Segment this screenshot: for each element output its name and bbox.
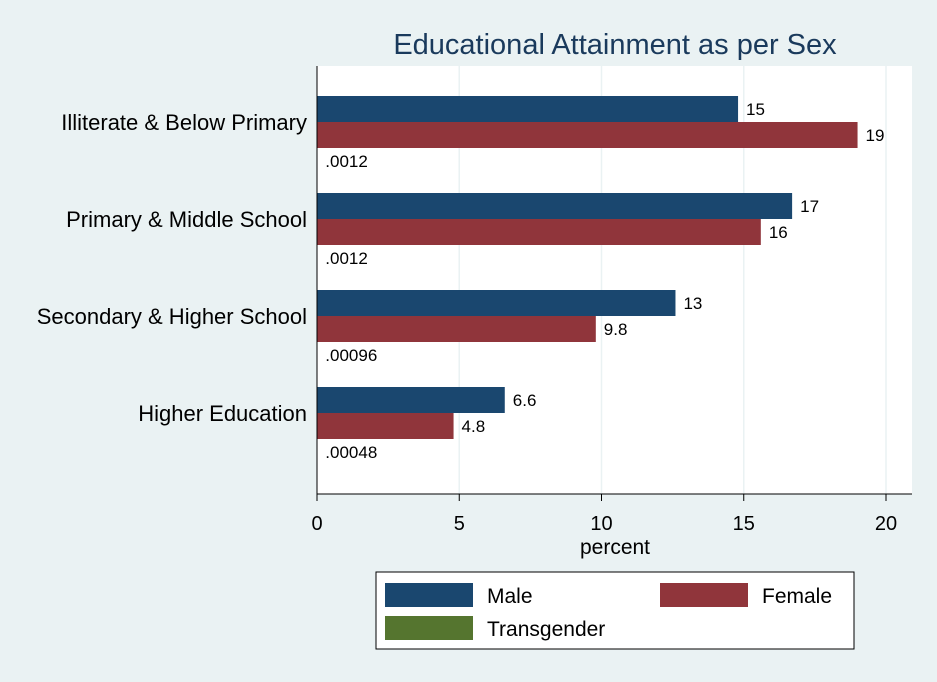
category-label: Primary & Middle School bbox=[66, 207, 307, 232]
data-label: 4.8 bbox=[462, 417, 486, 436]
bar-male bbox=[317, 290, 676, 316]
legend-label: Transgender bbox=[487, 618, 605, 641]
x-tick-label: 5 bbox=[454, 513, 465, 535]
data-label: .00096 bbox=[325, 346, 377, 365]
x-tick-label: 10 bbox=[590, 513, 612, 535]
chart-title: Educational Attainment as per Sex bbox=[393, 29, 837, 61]
data-label: 15 bbox=[746, 100, 765, 119]
bars: 15 19 .0012 17 16 .0012 13 9.8 .00096 6.6 4.8 .0004… bbox=[317, 96, 884, 465]
bar-female bbox=[317, 413, 454, 439]
data-label: 9.8 bbox=[604, 320, 628, 339]
x-tick-label: 20 bbox=[875, 513, 897, 535]
bar-male bbox=[317, 193, 793, 219]
data-label: .0012 bbox=[325, 152, 368, 171]
bar-female bbox=[317, 122, 858, 148]
data-label: 17 bbox=[800, 197, 819, 216]
bar-male bbox=[317, 387, 505, 413]
data-label: 16 bbox=[769, 223, 788, 242]
category-label: Secondary & Higher School bbox=[37, 304, 307, 329]
data-label: 13 bbox=[683, 294, 702, 313]
bar-male bbox=[317, 96, 739, 122]
data-label: .00048 bbox=[325, 443, 377, 462]
x-tick-label: 0 bbox=[311, 513, 322, 535]
data-label: 19 bbox=[866, 126, 885, 145]
x-tick-label: 15 bbox=[733, 513, 755, 535]
data-label: .0012 bbox=[325, 249, 368, 268]
bar-female bbox=[317, 316, 596, 342]
legend-label: Female bbox=[762, 585, 832, 608]
legend-swatch-male bbox=[385, 583, 473, 607]
x-axis-label: percent bbox=[580, 536, 650, 559]
legend: Male Female Transgender bbox=[385, 583, 832, 641]
category-label: Higher Education bbox=[138, 401, 307, 426]
x-ticks: 0 5 10 15 20 bbox=[311, 494, 897, 535]
category-labels: Illiterate & Below Primary Primary & Midd… bbox=[37, 110, 307, 426]
data-label: 6.6 bbox=[513, 391, 537, 410]
bar-female bbox=[317, 219, 761, 245]
legend-swatch-female bbox=[660, 583, 748, 607]
legend-swatch-transgender bbox=[385, 616, 473, 640]
legend-label: Male bbox=[487, 585, 533, 608]
category-label: Illiterate & Below Primary bbox=[61, 110, 307, 135]
